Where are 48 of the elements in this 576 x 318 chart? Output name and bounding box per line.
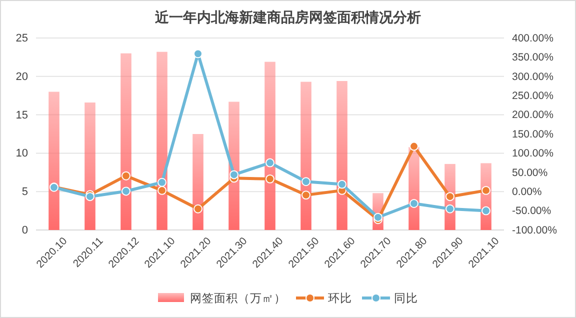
legend-label: 同比 [394, 291, 418, 305]
y2-tick-label: 50.00% [512, 166, 548, 179]
y2-tick-label: 0.00% [512, 186, 542, 198]
y-tick-label: 5 [22, 186, 28, 198]
y2-tick-label: 250.00% [512, 90, 554, 102]
point [158, 186, 166, 195]
y-tick-label: 0 [22, 224, 28, 237]
bar [120, 53, 132, 230]
point [302, 177, 310, 186]
point [410, 142, 418, 151]
point [230, 170, 238, 180]
bar [300, 82, 312, 230]
y2-tick-label: 400.00% [512, 32, 554, 44]
point [302, 190, 310, 200]
point [194, 204, 202, 214]
point [122, 186, 130, 196]
point [122, 171, 130, 180]
point [266, 158, 274, 168]
bar [336, 81, 348, 230]
point [338, 180, 346, 189]
legend-label: 网签面积（万㎡） [190, 291, 286, 305]
y-tick-label: 10 [16, 148, 28, 160]
point [482, 206, 490, 216]
point [194, 49, 202, 58]
y2-tick-label: -100.00% [512, 224, 557, 236]
y2-tick-label: 300.00% [512, 70, 554, 83]
y-tick-label: 20 [16, 70, 28, 83]
point [410, 199, 418, 208]
y2-tick-label: 100.00% [512, 148, 554, 160]
bar [48, 92, 60, 230]
bar [156, 52, 168, 230]
point [374, 212, 382, 222]
y-tick-label: 15 [16, 109, 28, 122]
point [266, 174, 274, 184]
y2-tick-label: 150.00% [512, 128, 554, 140]
point [446, 192, 454, 202]
point [158, 178, 166, 187]
y2-tick-label: 200.00% [512, 109, 554, 122]
y2-tick-label: -50.00% [512, 205, 552, 218]
bar [192, 134, 204, 230]
bar [264, 62, 276, 230]
chart-title: 近一年内北海新建商品房网签面积情况分析 [154, 9, 421, 26]
point [482, 186, 490, 195]
y2-tick-label: 350.00% [512, 52, 554, 64]
y-tick-label: 25 [16, 32, 28, 45]
legend-label: 环比 [328, 291, 352, 305]
point [446, 204, 454, 214]
bar [84, 102, 96, 230]
